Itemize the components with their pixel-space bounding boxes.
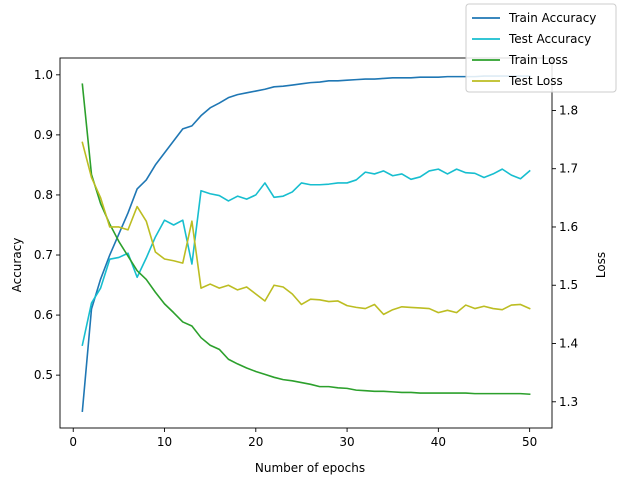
axes-frame <box>59 57 553 429</box>
legend-label: Test Loss <box>508 74 563 88</box>
y-left-tick-label: 0.5 <box>34 368 53 382</box>
y-right-tick-label: 1.3 <box>559 395 578 409</box>
x-tick-label: 0 <box>69 435 77 449</box>
y-left-tick-label: 0.8 <box>34 188 53 202</box>
y-right-tick-label: 1.7 <box>559 162 578 176</box>
series-layer <box>81 75 531 413</box>
series-line-train-accuracy <box>81 75 531 413</box>
legend-label: Train Accuracy <box>508 11 596 25</box>
y-right-tick-label: 1.4 <box>559 337 578 351</box>
axes-layer: 0 10 20 30 40 50 0.5 0.6 0.7 0.8 0.9 1.0 1.3 1.4 1.5 1.… <box>34 57 578 449</box>
y-axis-left-label: Accuracy <box>10 238 24 293</box>
series-line-train-loss <box>81 83 531 396</box>
legend-label: Train Loss <box>508 53 568 67</box>
y-axis-right-label: Loss <box>594 252 608 278</box>
y-left-tick-label: 0.6 <box>34 308 53 322</box>
y-left-tick-label: 0.7 <box>34 248 53 262</box>
series-line-test-loss <box>81 141 531 316</box>
x-tick-label: 40 <box>431 435 446 449</box>
y-right-tick-label: 1.8 <box>559 103 578 117</box>
y-right-tick-label: 1.5 <box>559 278 578 292</box>
x-tick-label: 20 <box>248 435 263 449</box>
x-axis-label: Number of epochs <box>255 461 365 475</box>
legend: Train Accuracy Test Accuracy Train Loss Tes… <box>465 3 617 93</box>
x-tick-label: 10 <box>157 435 172 449</box>
x-tick-label: 30 <box>339 435 354 449</box>
x-tick-label: 50 <box>522 435 537 449</box>
legend-label: Test Accuracy <box>508 32 591 46</box>
y-left-tick-label: 0.9 <box>34 128 53 142</box>
legend-frame <box>465 3 617 93</box>
y-right-tick-label: 1.6 <box>559 220 578 234</box>
series-line-test-accuracy <box>81 168 531 347</box>
y-left-tick-label: 1.0 <box>34 68 53 82</box>
